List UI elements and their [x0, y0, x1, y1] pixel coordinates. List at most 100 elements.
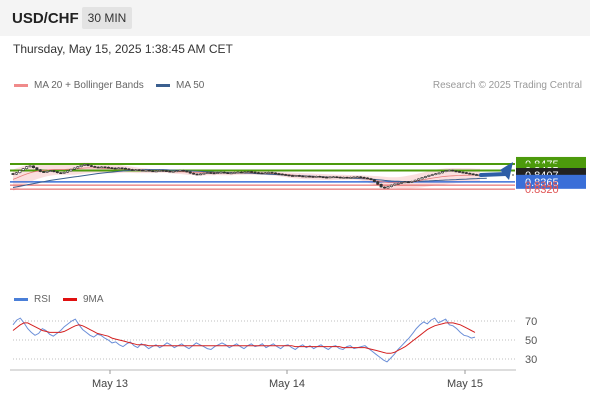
- level-label-0.8365: 0.8365: [525, 177, 559, 189]
- candle-body: [154, 170, 158, 173]
- legend-ma50-label: MA 50: [176, 80, 205, 91]
- forecast-arrow-shaft: [479, 171, 508, 177]
- candle-body: [226, 172, 230, 175]
- candle-body: [48, 170, 52, 172]
- candle-body: [297, 175, 301, 177]
- level-label-0.8345: 0.8345: [525, 180, 559, 192]
- candle-body: [362, 176, 366, 179]
- candle-body: [383, 186, 387, 189]
- candle-body: [447, 169, 451, 172]
- rsi-tick-30: 30: [525, 354, 537, 366]
- candle-body: [318, 176, 322, 178]
- legend-ma20-label: MA 20 + Bollinger Bands: [34, 80, 144, 91]
- level-label-0.8320: 0.8320: [525, 184, 559, 196]
- candle-body: [458, 171, 462, 173]
- candle-body: [161, 170, 165, 172]
- candle-body: [236, 171, 240, 174]
- candle-body: [406, 181, 410, 184]
- candle-body: [181, 169, 185, 172]
- candle-body: [42, 171, 46, 173]
- candle-body: [267, 172, 271, 174]
- rsi-tick-70: 70: [525, 316, 537, 328]
- legend-9ma: 9MA: [63, 294, 104, 305]
- bollinger-band: [13, 162, 480, 191]
- candle-body: [209, 172, 213, 174]
- timeframe-button[interactable]: 30 MIN: [82, 7, 132, 29]
- candle-body: [270, 172, 274, 174]
- candle-body: [120, 167, 124, 170]
- candle-body: [134, 169, 138, 171]
- candle-body: [441, 171, 445, 174]
- candle-body: [52, 170, 56, 173]
- candle-body: [335, 176, 339, 179]
- candle-body: [168, 170, 172, 173]
- candle-body: [216, 172, 220, 174]
- candle-body: [263, 172, 267, 175]
- candle-body: [417, 178, 421, 181]
- candle-body: [117, 167, 121, 170]
- candle-body: [79, 164, 83, 168]
- research-credit: Research © 2025 Trading Central: [432, 80, 582, 91]
- candle-body: [31, 165, 35, 168]
- candle-body: [21, 168, 25, 171]
- candle-body: [158, 170, 162, 172]
- candle-body: [72, 167, 76, 170]
- candle-body: [110, 167, 114, 169]
- candle-body: [413, 179, 417, 182]
- candle-body: [250, 171, 254, 173]
- candle-body: [280, 173, 284, 176]
- candle-body: [178, 169, 182, 172]
- x-tick-label: May 14: [269, 378, 305, 390]
- candle-body: [284, 174, 288, 176]
- candle-body: [369, 178, 373, 181]
- candle-body: [366, 177, 370, 180]
- candle-body: [198, 173, 202, 176]
- candle-body: [106, 166, 110, 169]
- candle-body: [229, 172, 233, 175]
- candle-body: [355, 176, 359, 179]
- legend-rsi: RSI: [14, 294, 51, 305]
- candle-body: [372, 179, 376, 182]
- candle-body: [434, 173, 438, 175]
- candle-body: [35, 167, 39, 170]
- candle-body: [314, 176, 318, 178]
- candle-body: [256, 172, 260, 174]
- candle-body: [389, 184, 393, 187]
- candle-body: [345, 176, 349, 179]
- rsi-tick-50: 50: [525, 335, 537, 347]
- candle-body: [96, 166, 100, 169]
- candle-body: [171, 170, 175, 173]
- legend-rsi-label: RSI: [34, 294, 51, 305]
- candle-body: [246, 171, 250, 173]
- candle-body: [164, 170, 168, 172]
- candle-body: [253, 171, 257, 174]
- candle-body: [188, 171, 192, 174]
- candle-body: [151, 170, 155, 173]
- candle-body: [137, 169, 141, 171]
- candle-body: [212, 172, 216, 175]
- candle-body: [243, 171, 247, 174]
- ma9-swatch: [63, 297, 77, 301]
- candle-body: [185, 170, 189, 173]
- candle-body: [233, 172, 237, 174]
- candle-body: [379, 183, 383, 188]
- candle-body: [451, 169, 455, 172]
- candle-body: [45, 170, 49, 173]
- candle-body: [348, 176, 352, 179]
- candle-body: [420, 177, 424, 180]
- ma20-swatch: [14, 83, 28, 87]
- candle-body: [11, 173, 15, 175]
- candle-body: [141, 169, 145, 172]
- candle-body: [273, 172, 277, 175]
- rsi-9ma-line: [12, 322, 476, 354]
- candle-body: [430, 174, 434, 176]
- candle-body: [76, 166, 80, 169]
- chart-header: USD/CHF 30 MIN: [0, 0, 590, 36]
- candle-body: [291, 175, 295, 177]
- candle-body: [260, 172, 264, 175]
- candle-body: [464, 172, 468, 174]
- candle-body: [205, 172, 209, 174]
- candle-body: [471, 173, 475, 176]
- candle-body: [325, 176, 329, 179]
